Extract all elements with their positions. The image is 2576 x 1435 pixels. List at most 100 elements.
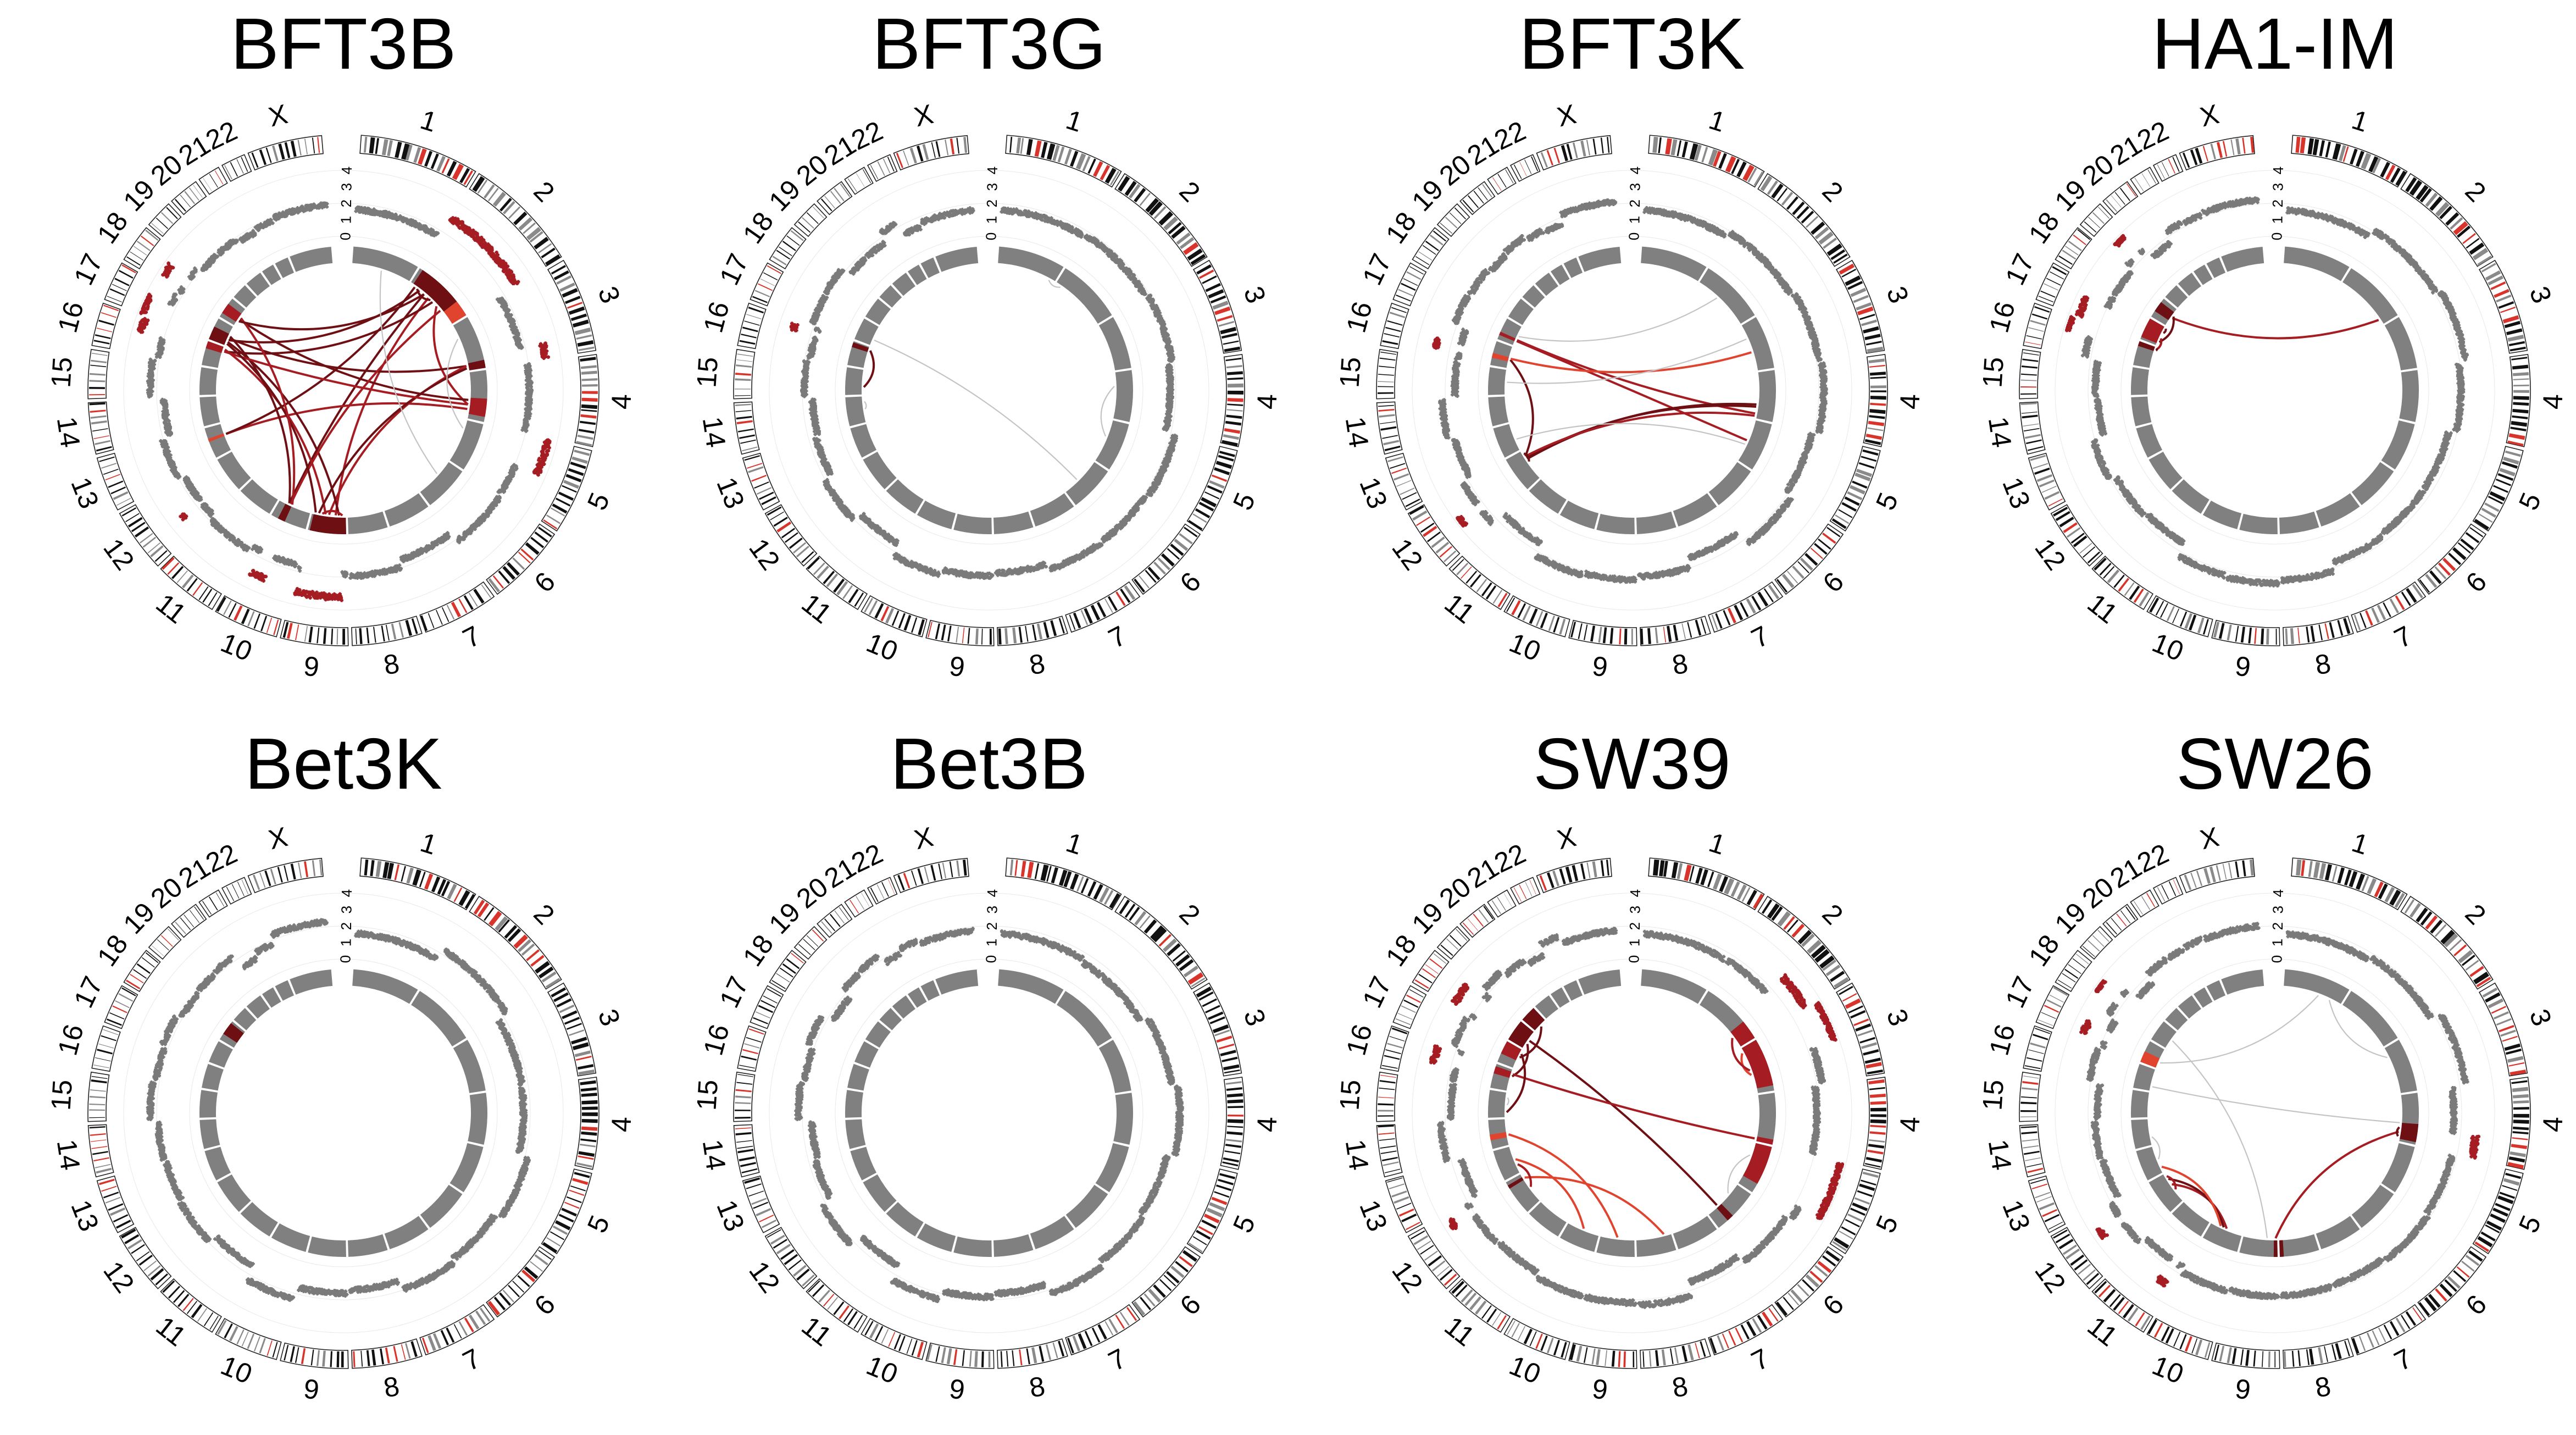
ideogram-band — [1862, 449, 1879, 456]
ideogram-band — [499, 197, 512, 212]
ideogram-band — [1208, 1011, 1224, 1020]
ideogram-band — [131, 522, 146, 533]
ideogram-band — [1805, 1274, 1819, 1288]
ideogram-band — [2361, 153, 2372, 170]
ideogram-band — [2485, 1224, 2500, 1233]
ideogram-band — [2242, 860, 2246, 877]
ideogram-band — [1701, 147, 1708, 163]
segment-block — [1559, 1223, 1599, 1252]
ideogram-band — [2456, 225, 2471, 238]
ideogram-band — [1814, 226, 1829, 240]
ideogram-band — [1036, 623, 1043, 640]
ideogram-band — [93, 1065, 109, 1068]
ideogram-band — [793, 542, 807, 554]
ideogram-band — [1540, 612, 1548, 629]
structural-link — [288, 293, 425, 504]
ideogram-band — [1382, 435, 1398, 439]
ideogram-band — [2086, 1272, 2100, 1286]
ideogram-band — [1814, 949, 1830, 963]
ideogram-band — [2496, 1018, 2512, 1026]
ideogram-band — [1553, 617, 1560, 633]
segment-block — [202, 1063, 224, 1091]
ideogram-band — [1170, 1265, 1185, 1278]
ideogram-chromosome — [1536, 135, 1612, 171]
ideogram-band — [477, 179, 488, 194]
ideogram-band — [405, 1343, 411, 1359]
ideogram-band — [2023, 1145, 2039, 1149]
copy-number-points — [200, 253, 219, 272]
ideogram-chromosome — [844, 889, 874, 918]
ideogram-band — [1069, 614, 1076, 630]
segment-block — [2279, 511, 2319, 534]
ideogram-band — [881, 1328, 889, 1344]
segment-highlight — [2279, 1240, 2284, 1257]
scatter-axis-tick: 3 — [2270, 906, 2286, 913]
segment-block — [865, 298, 891, 325]
ideogram-band — [380, 1348, 385, 1365]
ideogram-band — [2313, 862, 2320, 878]
ideogram-band — [1736, 161, 1747, 178]
ideogram-band — [1157, 557, 1170, 570]
ideogram-band — [1034, 863, 1040, 879]
ideogram-band — [1497, 592, 1508, 607]
ideogram-band — [1580, 863, 1586, 880]
copy-number-points — [496, 463, 519, 494]
ideogram-band — [1387, 1043, 1403, 1049]
ideogram-band — [1850, 1207, 1866, 1216]
ideogram-band — [1224, 1150, 1241, 1155]
ideogram-band — [2033, 463, 2048, 469]
ideogram-band — [1486, 1308, 1497, 1323]
ideogram-band — [962, 1350, 965, 1366]
structural-link — [1731, 1038, 1751, 1072]
segment-block — [1065, 462, 1108, 506]
structural-link — [224, 348, 327, 515]
structural-link — [318, 367, 468, 514]
ideogram-band — [1153, 928, 1167, 943]
ideogram-band — [1381, 1065, 1398, 1069]
ideogram-band — [1225, 1081, 1242, 1085]
segment-block — [199, 396, 220, 426]
ideogram-band — [1104, 1321, 1114, 1336]
segment-block — [1708, 462, 1751, 506]
ideogram-band — [2384, 887, 2395, 903]
ideogram-band — [1387, 320, 1403, 326]
ideogram-band — [95, 334, 111, 339]
ideogram-band — [581, 391, 598, 394]
segment-block — [2316, 1216, 2360, 1250]
ideogram-band — [935, 141, 941, 157]
ideogram-band — [1409, 266, 1424, 275]
ideogram-band — [2020, 402, 2037, 405]
ideogram-band — [576, 1162, 592, 1168]
ideogram-band — [2172, 157, 2180, 172]
ideogram-band — [1859, 1037, 1875, 1044]
copy-number-points — [210, 517, 251, 552]
ideogram-band — [2309, 1348, 2314, 1365]
ideogram-band — [1618, 1351, 1621, 1367]
ideogram-band — [581, 378, 598, 381]
ideogram-band — [2457, 542, 2471, 554]
ideogram-band — [2216, 142, 2223, 158]
segment-block — [1578, 246, 1622, 272]
ideogram-band — [2022, 1081, 2039, 1085]
ideogram-band — [2240, 1349, 2244, 1366]
ideogram-band — [988, 1351, 991, 1367]
ideogram-band — [1139, 575, 1150, 589]
ideogram-band — [214, 170, 224, 185]
copy-number-points — [163, 1160, 185, 1201]
ideogram-band — [2111, 918, 2122, 931]
segment-highlight — [2400, 1122, 2419, 1143]
ideogram-band — [553, 992, 569, 1002]
ideogram-band — [782, 241, 796, 251]
ideogram-band — [1436, 1266, 1450, 1277]
ideogram-band — [95, 1163, 111, 1168]
ideogram-band — [90, 1089, 106, 1092]
ideogram-band — [1214, 1191, 1230, 1198]
ideogram-band — [513, 934, 528, 949]
copy-number-points — [823, 268, 846, 295]
ideogram-band — [947, 625, 952, 642]
ideogram-band — [1058, 1340, 1065, 1357]
structural-link — [2166, 1175, 2177, 1190]
copy-number-points — [879, 221, 898, 235]
ideogram-band — [2059, 517, 2074, 528]
